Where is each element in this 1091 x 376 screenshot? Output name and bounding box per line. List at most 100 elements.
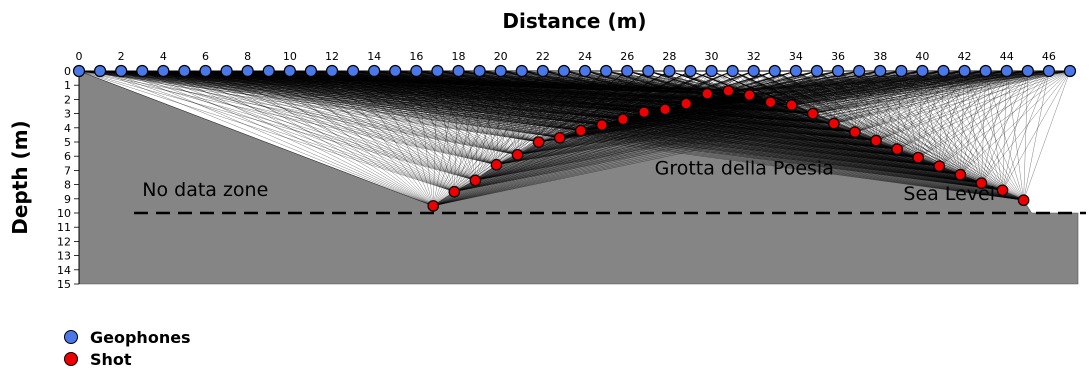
geophone-marker xyxy=(789,64,802,78)
ray-path xyxy=(563,70,877,141)
ray-path xyxy=(268,70,1003,191)
ray-path xyxy=(795,70,961,175)
geophone-marker xyxy=(347,64,360,78)
geophone-marker xyxy=(220,64,233,78)
ray-path xyxy=(964,70,1024,201)
ray-path xyxy=(353,70,1024,201)
ray-path xyxy=(395,70,1024,201)
ray-path xyxy=(875,70,923,141)
shot-marker xyxy=(785,99,798,111)
ray-path xyxy=(100,70,1003,191)
ray-path xyxy=(960,70,1029,175)
x-tick-label: 20 xyxy=(494,50,508,63)
ray-path xyxy=(960,70,1050,175)
ray-path xyxy=(880,70,961,175)
geophone-marker xyxy=(937,64,950,78)
shot-marker xyxy=(954,168,967,181)
ray-path xyxy=(816,70,1024,201)
ray-path xyxy=(985,70,1024,201)
x-tick-label: 42 xyxy=(958,50,972,63)
ray-path xyxy=(918,70,1050,158)
ray-path xyxy=(837,70,1003,191)
x-tick-label: 46 xyxy=(1042,50,1056,63)
geophone-marker xyxy=(304,64,318,78)
ray-path xyxy=(939,70,1071,167)
ray-path xyxy=(1002,70,1007,191)
ray-path xyxy=(922,70,961,175)
ray-path xyxy=(606,70,961,175)
y-axis-title: Depth (m) xyxy=(8,120,32,234)
shot-marker xyxy=(912,151,924,164)
ray-path xyxy=(606,70,1024,201)
geophone-marker xyxy=(199,64,212,78)
y-tick-label: 13 xyxy=(57,250,71,263)
ray-path xyxy=(184,70,1024,201)
ray-path xyxy=(981,70,1050,184)
ray-path xyxy=(812,70,944,114)
geophone-marker xyxy=(642,64,655,78)
ray-path xyxy=(542,70,898,150)
shot-marker xyxy=(743,89,756,101)
ray-path xyxy=(833,70,944,124)
ray-path xyxy=(500,70,1003,191)
ray-path xyxy=(812,70,860,114)
shot-marker xyxy=(553,131,566,144)
shot-marker xyxy=(596,119,608,131)
ray-path xyxy=(1023,70,1050,201)
shot-marker xyxy=(638,106,650,118)
ray-path xyxy=(964,70,982,184)
ray-path xyxy=(142,70,434,207)
geophone-marker xyxy=(1042,64,1056,78)
geophone-marker xyxy=(262,64,275,78)
ray-path xyxy=(247,70,1003,191)
ray-path xyxy=(584,70,1003,191)
geophone-marker xyxy=(157,64,170,78)
ray-path xyxy=(78,70,518,156)
y-tick-label: 6 xyxy=(64,150,71,163)
ray-path xyxy=(901,70,1024,201)
y-tick-label: 7 xyxy=(64,164,71,177)
geophone-marker xyxy=(916,64,929,78)
ray-path xyxy=(939,70,1028,167)
ray-path xyxy=(100,70,560,138)
geophone-marker xyxy=(1000,64,1013,78)
ray-path xyxy=(833,70,881,124)
geophone-marker xyxy=(515,64,528,78)
shot-marker xyxy=(870,134,882,147)
geophone-marker xyxy=(979,64,992,78)
ray-path xyxy=(100,70,434,207)
ray-path xyxy=(500,70,982,184)
x-tick-label: 28 xyxy=(662,50,676,63)
shot-marker xyxy=(680,97,693,110)
x-tick-label: 8 xyxy=(244,50,251,63)
y-tick-label: 0 xyxy=(64,65,71,78)
ray-path xyxy=(960,70,965,175)
ray-path xyxy=(896,70,902,150)
ray-path xyxy=(268,70,961,175)
x-tick-label: 0 xyxy=(76,50,83,63)
ray-path xyxy=(500,70,1024,201)
ray-path xyxy=(943,70,1024,201)
ray-path xyxy=(749,70,965,96)
ray-path xyxy=(922,70,1003,191)
legend-item-shot: Shot xyxy=(64,348,191,370)
ray-path xyxy=(732,70,771,103)
shot-marker xyxy=(933,160,946,172)
y-tick-label: 5 xyxy=(64,136,71,149)
ray-path xyxy=(960,70,1071,175)
ray-path xyxy=(812,70,839,114)
shot-marker xyxy=(532,136,545,148)
ray-path xyxy=(791,70,1071,106)
shot-marker xyxy=(448,185,461,198)
geophone-marker xyxy=(747,64,760,78)
ray-path xyxy=(121,70,476,181)
y-tick-label: 14 xyxy=(57,264,71,277)
ray-path xyxy=(100,70,497,165)
geophone-marker xyxy=(494,64,507,78)
ray-path xyxy=(981,70,986,184)
ray-path xyxy=(121,70,1024,201)
ray-path xyxy=(563,70,1024,201)
ray-path xyxy=(880,70,940,167)
ray-paths xyxy=(78,70,1071,207)
